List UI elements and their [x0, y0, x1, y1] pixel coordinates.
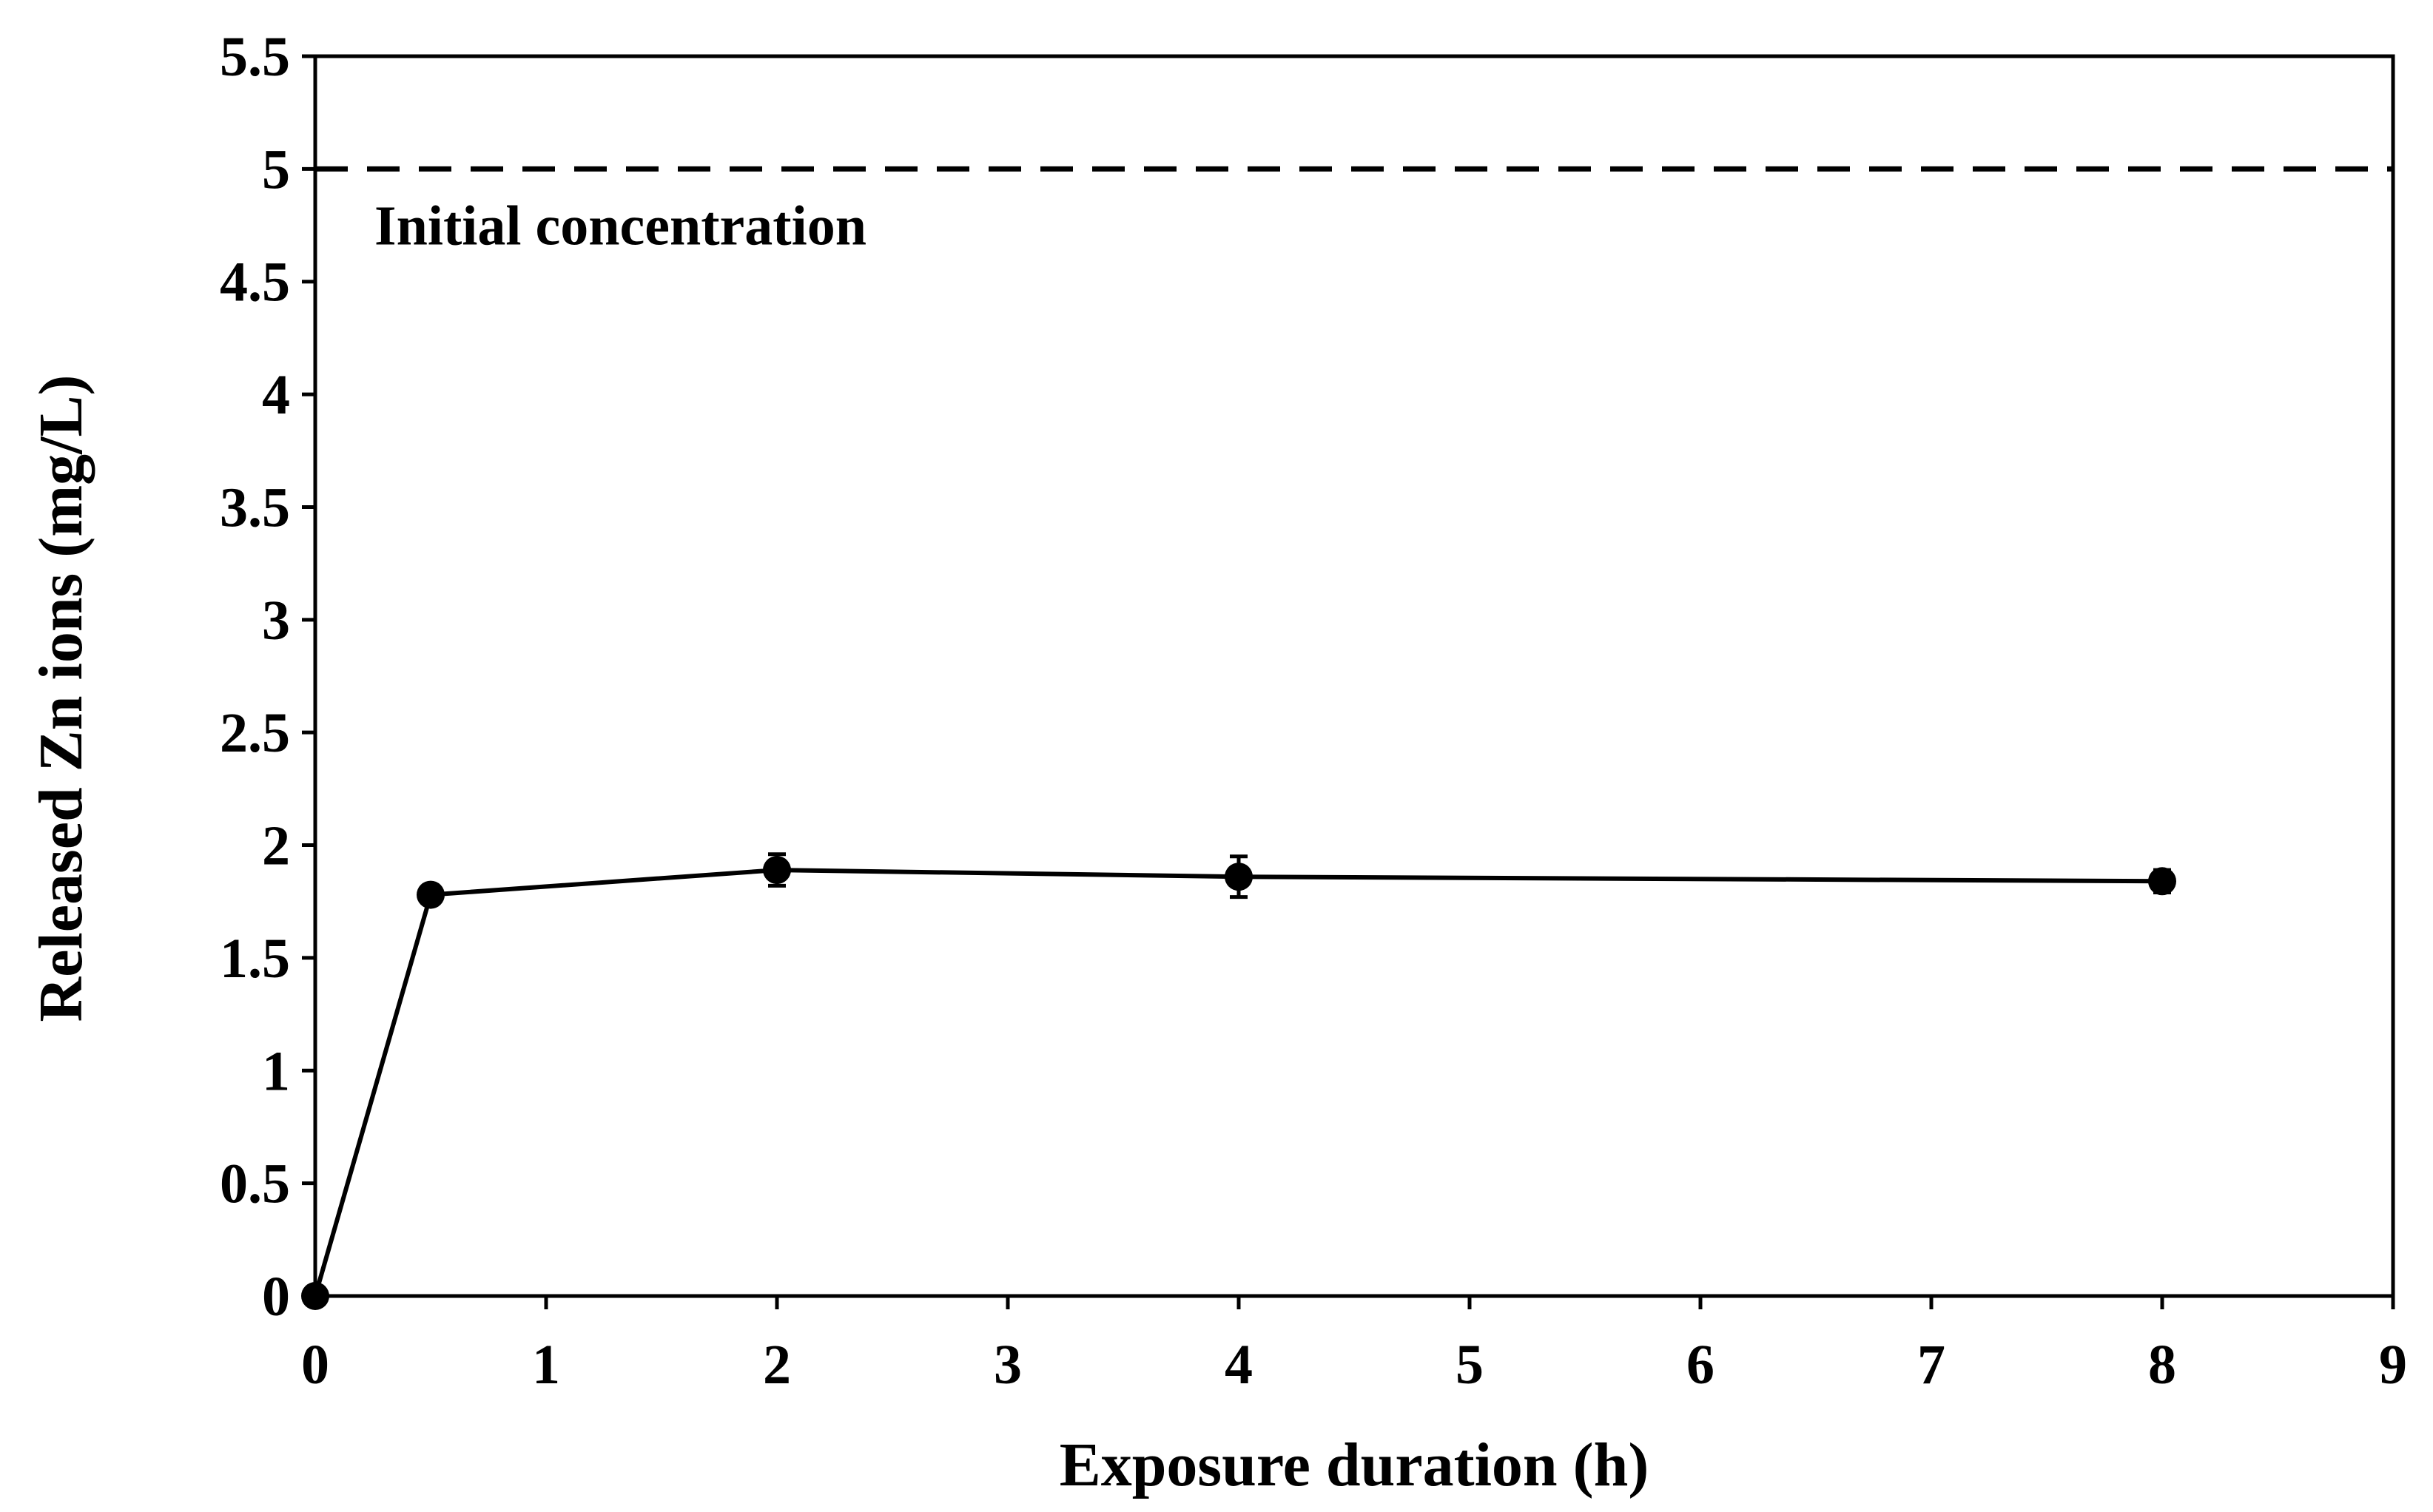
y-tick-label: 1.5: [220, 928, 290, 990]
data-point: [1225, 863, 1253, 891]
x-tick-label: 3: [994, 1334, 1022, 1396]
x-tick-label: 5: [1456, 1334, 1484, 1396]
y-tick-label: 3.5: [220, 476, 290, 539]
y-axis-title: Released Zn ions (mg/L): [27, 374, 95, 1022]
reference-lines: Initial concentration: [315, 166, 2393, 257]
y-tick-label: 5: [262, 138, 290, 200]
y-tick-label: 1: [262, 1040, 290, 1102]
y-tick-label: 3: [262, 590, 290, 652]
x-axis-title: Exposure duration (h): [1060, 1431, 1649, 1499]
data-point: [2148, 867, 2176, 896]
plot-frame: [313, 54, 2395, 1298]
x-axis-ticks: 0 1 2 3 4 5 6 7 8 9: [301, 1296, 2407, 1396]
y-tick-label: 4.5: [220, 252, 290, 314]
y-tick-label: 2: [262, 815, 290, 877]
y-tick-label: 5.5: [220, 26, 290, 88]
x-tick-label: 8: [2148, 1334, 2176, 1396]
y-tick-label: 0: [262, 1266, 290, 1328]
x-tick-label: 0: [301, 1334, 329, 1396]
x-tick-label: 7: [1917, 1334, 1945, 1396]
y-tick-label: 0.5: [220, 1153, 290, 1215]
data-series: [301, 852, 2176, 1310]
x-tick-label: 6: [1686, 1334, 1714, 1396]
x-tick-label: 2: [763, 1334, 791, 1396]
y-axis-ticks: 0 0.5 1 1.5 2 2.5 3 3.5 4 4.5 5 5.5: [220, 26, 315, 1328]
x-tick-label: 9: [2379, 1334, 2407, 1396]
initial-concentration-label: Initial concentration: [374, 195, 866, 257]
series-line: [313, 868, 2163, 1297]
x-tick-label: 1: [532, 1334, 560, 1396]
plot-area: [313, 54, 2395, 1298]
data-point: [417, 880, 445, 909]
y-tick-label: 2.5: [220, 702, 290, 764]
x-tick-label: 4: [1225, 1334, 1253, 1396]
data-point: [763, 856, 791, 885]
y-tick-label: 4: [262, 364, 290, 426]
